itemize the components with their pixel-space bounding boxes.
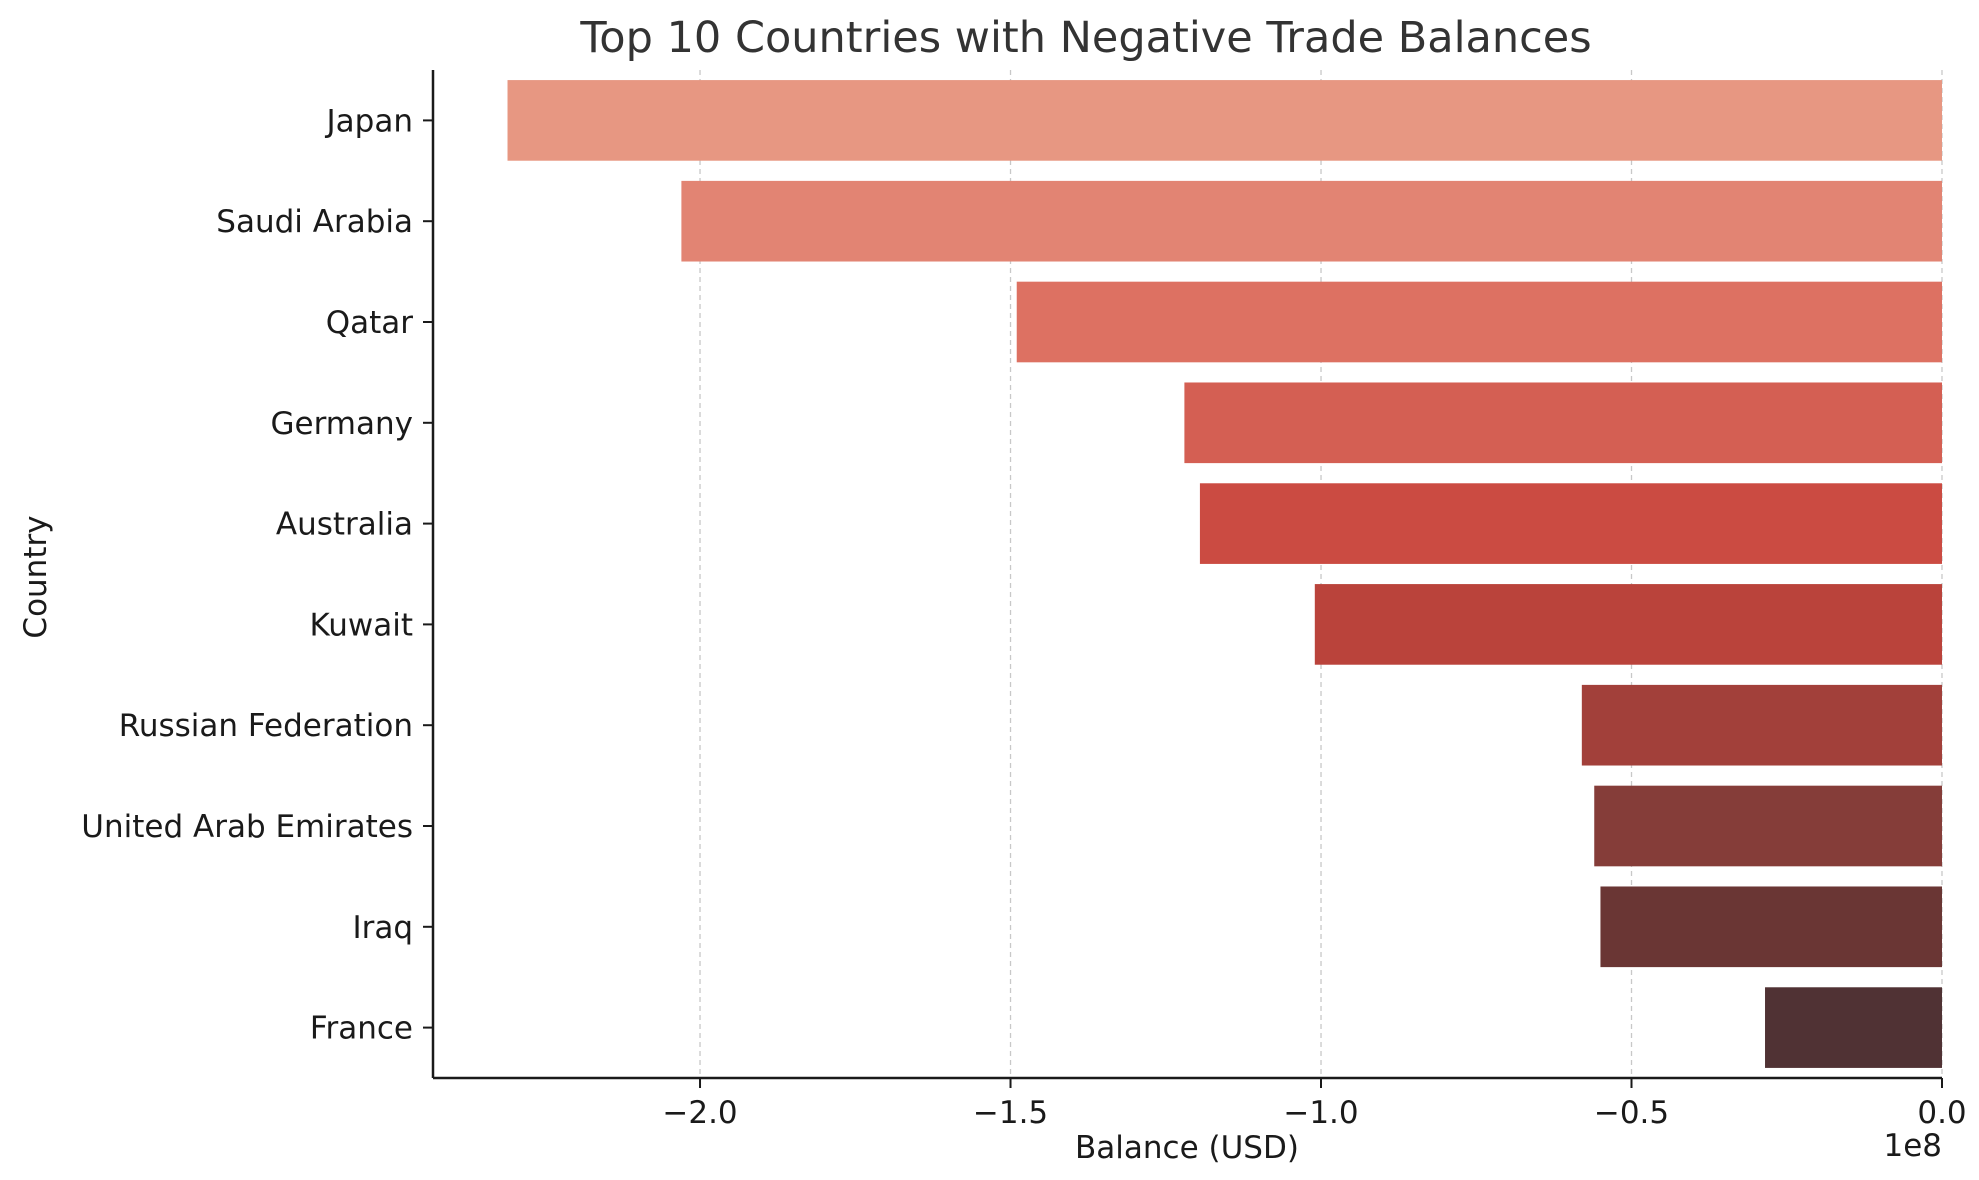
bars — [507, 80, 1943, 1068]
axes — [431, 70, 1942, 1080]
x-axis-ticks: −2.0 −1.5 −1.0 −0.5 0.0 — [662, 1078, 1967, 1131]
x-tick-label: −0.5 — [1594, 1095, 1669, 1131]
y-axis-ticks: Japan Saudi Arabia Qatar Germany Australia Ku… — [81, 103, 433, 1047]
y-tick-label: Iraq — [352, 910, 413, 946]
chart-title: Top 10 Countries with Negative Trade Bal… — [579, 13, 1591, 63]
x-tick-label: 0.0 — [1917, 1095, 1966, 1131]
y-tick-label: United Arab Emirates — [81, 809, 413, 845]
y-axis-label: Country — [18, 515, 54, 638]
bar — [507, 80, 1942, 161]
y-tick-label: France — [310, 1011, 413, 1047]
y-tick-label: Japan — [325, 103, 413, 139]
bar — [1594, 785, 1942, 867]
y-tick-label: Australia — [276, 507, 413, 543]
bar — [1314, 584, 1942, 665]
x-axis-scale-label: 1e8 — [1883, 1128, 1942, 1164]
bar — [1199, 483, 1942, 564]
x-tick-label: −2.0 — [662, 1095, 737, 1131]
bar — [1765, 987, 1942, 1068]
y-tick-label: Germany — [271, 406, 413, 442]
x-tick-label: −1.5 — [973, 1095, 1048, 1131]
y-tick-label: Kuwait — [309, 607, 413, 643]
bar — [1184, 382, 1942, 464]
y-tick-label: Saudi Arabia — [216, 204, 413, 240]
bar — [681, 180, 1943, 262]
bar — [1600, 886, 1942, 968]
y-tick-label: Russian Federation — [119, 708, 413, 744]
x-axis-label: Balance (USD) — [1075, 1130, 1299, 1166]
bar — [1581, 684, 1942, 766]
bar — [1016, 281, 1942, 363]
y-tick-label: Qatar — [326, 305, 414, 341]
x-tick-label: −1.0 — [1283, 1095, 1358, 1131]
